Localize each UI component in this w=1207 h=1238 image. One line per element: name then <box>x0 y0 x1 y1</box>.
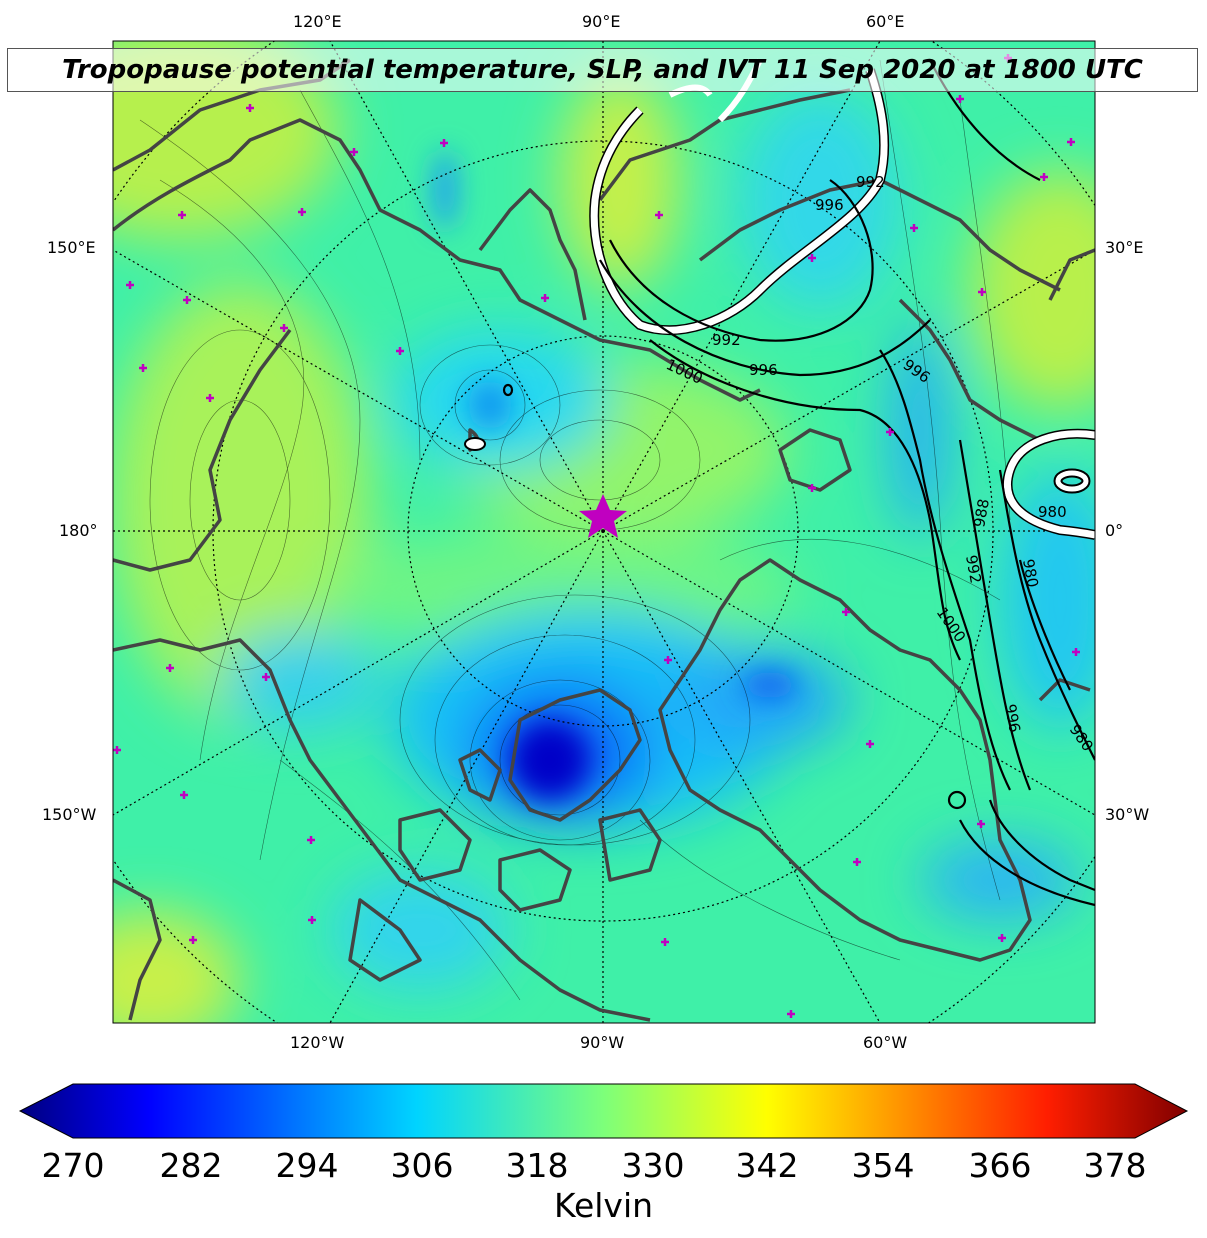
map-panel <box>113 41 1095 1023</box>
title-box: Tropopause potential temperature, SLP, a… <box>7 48 1198 92</box>
lon-label-top: 120°E <box>293 12 342 31</box>
slp-label: 996 <box>749 361 778 379</box>
colorbar-tick: 282 <box>159 1146 223 1185</box>
colorbar-tick: 294 <box>275 1146 339 1185</box>
lon-label-left: 150°W <box>42 805 97 824</box>
colorbar-tick: 330 <box>621 1146 685 1185</box>
colorbar-tick: 270 <box>41 1146 105 1185</box>
map-frame <box>112 40 1096 1024</box>
plus-markers <box>113 54 1080 1018</box>
colorbar-tick: 378 <box>1083 1146 1147 1185</box>
map-title: Tropopause potential temperature, SLP, a… <box>62 55 1143 85</box>
slp-label: 992 <box>856 173 885 191</box>
colorbar-tick: 306 <box>390 1146 454 1185</box>
lon-label-right: 30°W <box>1105 805 1150 824</box>
slp-label: 992 <box>962 554 985 585</box>
lon-label-top: 90°E <box>582 12 621 31</box>
lon-label-bottom: 90°W <box>580 1033 625 1052</box>
slp-label: 996 <box>815 196 844 214</box>
colorbar-tick: 354 <box>851 1146 915 1185</box>
slp-contours <box>502 59 1095 907</box>
lon-label-top: 60°E <box>866 12 905 31</box>
north-pole-star-marker <box>579 494 627 538</box>
colorbar-tick: 342 <box>735 1146 799 1185</box>
colorbar-tick: 366 <box>968 1146 1032 1185</box>
colorbar-label: Kelvin <box>553 1186 654 1225</box>
colorbar-tick: 318 <box>505 1146 569 1185</box>
slp-label: 980 <box>1019 558 1042 589</box>
lon-label-left: 180° <box>59 521 98 540</box>
lon-label-right: 0° <box>1105 521 1124 540</box>
lon-label-bottom: 60°W <box>863 1033 908 1052</box>
colorbar <box>18 1083 1189 1139</box>
slp-label: 980 <box>1038 503 1067 521</box>
slp-label: 996 <box>1001 703 1024 734</box>
colorbar-bar <box>18 1083 1189 1139</box>
site-markers <box>113 54 1080 1018</box>
lon-label-bottom: 120°W <box>290 1033 345 1052</box>
lon-label-left: 150°E <box>47 238 96 257</box>
slp-label: 988 <box>970 497 993 528</box>
lon-label-right: 30°E <box>1105 238 1144 257</box>
ivt-contours <box>464 58 1095 540</box>
slp-label: 992 <box>712 331 741 349</box>
